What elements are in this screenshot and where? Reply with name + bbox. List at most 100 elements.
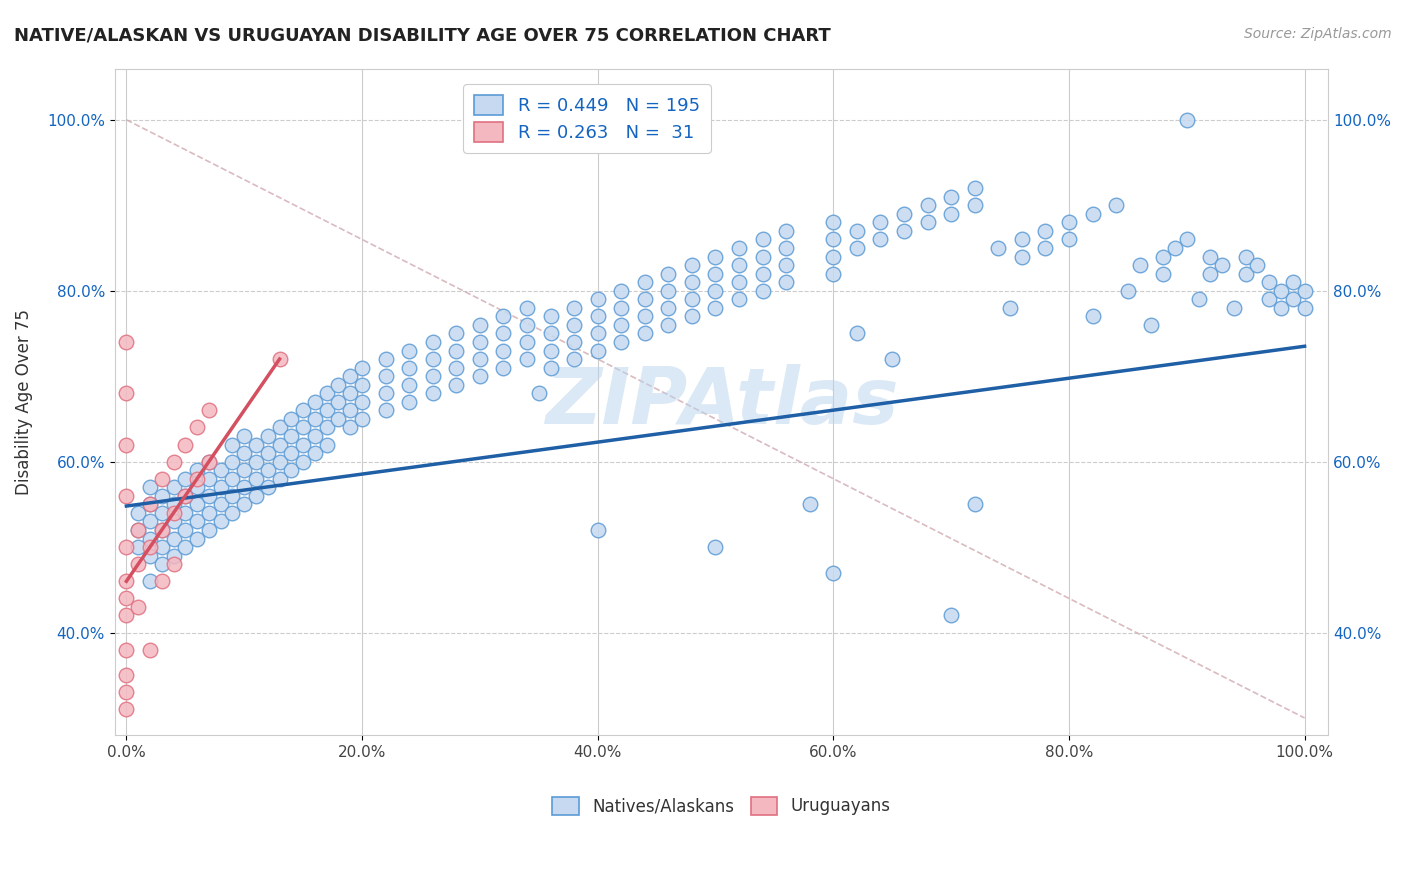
Point <box>150 523 173 537</box>
Point <box>1057 232 1080 246</box>
Point <box>115 685 138 699</box>
Point <box>127 523 149 537</box>
Point <box>681 310 703 324</box>
Point <box>728 241 751 255</box>
Point <box>939 190 962 204</box>
Point <box>292 420 315 434</box>
Point <box>198 403 221 417</box>
Point <box>374 403 396 417</box>
Point <box>657 267 679 281</box>
Point <box>823 215 845 229</box>
Point <box>634 275 657 289</box>
Point <box>280 429 302 443</box>
Point <box>775 258 797 272</box>
Point <box>775 224 797 238</box>
Point <box>893 224 915 238</box>
Point <box>256 463 278 477</box>
Point <box>704 301 727 315</box>
Point <box>174 523 197 537</box>
Point <box>1175 232 1198 246</box>
Point <box>139 549 162 563</box>
Point <box>198 506 221 520</box>
Legend: Natives/Alaskans, Uruguayans: Natives/Alaskans, Uruguayans <box>546 790 897 822</box>
Point <box>823 267 845 281</box>
Point <box>162 549 184 563</box>
Point <box>468 318 491 332</box>
Point <box>127 599 149 614</box>
Point <box>398 343 420 358</box>
Point <box>1258 275 1281 289</box>
Point <box>1211 258 1233 272</box>
Point <box>657 318 679 332</box>
Point <box>398 394 420 409</box>
Point <box>704 540 727 554</box>
Point <box>174 506 197 520</box>
Point <box>1270 301 1292 315</box>
Point <box>751 232 773 246</box>
Point <box>150 557 173 571</box>
Point <box>209 463 232 477</box>
Point <box>1175 112 1198 127</box>
Point <box>963 497 986 511</box>
Point <box>845 241 868 255</box>
Point <box>869 232 891 246</box>
Point <box>198 489 221 503</box>
Point <box>751 250 773 264</box>
Point <box>304 429 326 443</box>
Point <box>186 472 208 486</box>
Point <box>186 420 208 434</box>
Point <box>162 506 184 520</box>
Point <box>186 463 208 477</box>
Point <box>998 301 1021 315</box>
Point <box>150 489 173 503</box>
Point <box>139 497 162 511</box>
Point <box>1129 258 1152 272</box>
Point <box>1223 301 1246 315</box>
Point <box>374 386 396 401</box>
Point <box>799 497 821 511</box>
Point <box>256 480 278 494</box>
Point <box>751 284 773 298</box>
Point <box>186 480 208 494</box>
Point <box>115 437 138 451</box>
Point <box>1199 250 1222 264</box>
Point <box>139 532 162 546</box>
Point <box>198 472 221 486</box>
Point <box>422 386 444 401</box>
Point <box>1081 207 1104 221</box>
Point <box>540 326 562 341</box>
Point <box>174 489 197 503</box>
Point <box>751 267 773 281</box>
Point <box>233 463 256 477</box>
Point <box>1294 284 1316 298</box>
Point <box>186 497 208 511</box>
Point <box>869 215 891 229</box>
Point <box>150 506 173 520</box>
Point <box>221 437 243 451</box>
Point <box>398 360 420 375</box>
Point <box>1140 318 1163 332</box>
Point <box>209 480 232 494</box>
Point <box>115 489 138 503</box>
Point <box>115 591 138 606</box>
Point <box>492 326 515 341</box>
Point <box>115 608 138 623</box>
Point <box>728 292 751 306</box>
Point <box>775 241 797 255</box>
Point <box>987 241 1010 255</box>
Point <box>292 455 315 469</box>
Point <box>1035 224 1057 238</box>
Point <box>1164 241 1187 255</box>
Point <box>139 540 162 554</box>
Point <box>845 224 868 238</box>
Point <box>174 489 197 503</box>
Point <box>1281 275 1303 289</box>
Point <box>704 267 727 281</box>
Point <box>162 497 184 511</box>
Point <box>1270 284 1292 298</box>
Point <box>350 377 373 392</box>
Point <box>280 412 302 426</box>
Point <box>492 310 515 324</box>
Text: ZIPAtlas: ZIPAtlas <box>544 364 898 440</box>
Point <box>221 506 243 520</box>
